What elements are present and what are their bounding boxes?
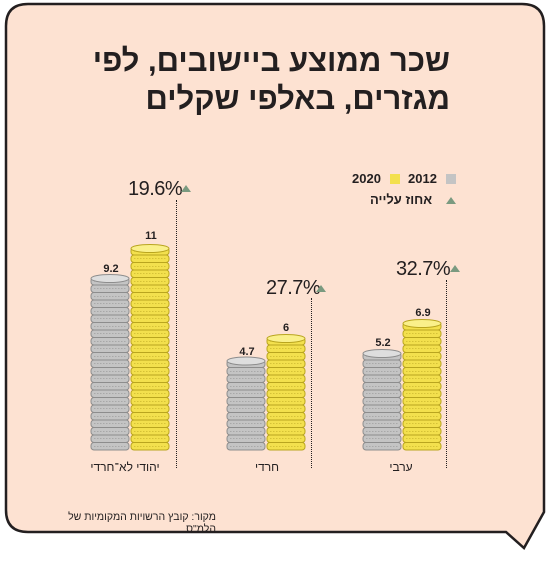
legend-swatch-2020: [390, 174, 400, 184]
chart-title-line-2: מגזרים, באלפי שקלים: [145, 81, 451, 116]
legend-label-2020: 2020: [352, 171, 381, 186]
coin-stack-2012-1: [226, 356, 266, 451]
guide-line-1: [311, 298, 312, 468]
coin-stacks: [90, 244, 442, 451]
guide-line-2: [446, 280, 447, 468]
legend-label-2012: 2012: [408, 171, 437, 186]
coin-stack-2012-2: [362, 349, 402, 451]
coin-stack-2020-1-top: [266, 334, 306, 343]
source-note: מקור: קובץ הרשויות המקומיות של הלמ"ס: [68, 511, 216, 535]
coin-stack-2012-0: [90, 274, 130, 451]
increase-pct-0: 19.6%: [128, 178, 183, 200]
coin-stack-2020-0: [130, 244, 170, 451]
guide-line-0: [176, 200, 177, 468]
category-label-1: חרדי: [254, 460, 280, 474]
increase-triangle-icon-2: [450, 265, 460, 272]
value-label-2012-1: 4.7: [239, 346, 255, 358]
increase-pct-1: 27.7%: [266, 277, 321, 299]
coin-stack-2012-1-top: [226, 356, 266, 366]
chart-title-line-1: שכר ממוצע ביישובים, לפי: [92, 43, 450, 78]
coin-stack-2012-2-top: [362, 349, 402, 358]
value-label-2012-0: 9.2: [103, 263, 119, 275]
coin-stack-2020-2: [402, 319, 442, 451]
value-label-2012-2: 5.2: [375, 337, 391, 349]
coin-stack-2012-0-top: [90, 274, 130, 283]
legend-triangle-icon: [446, 197, 456, 204]
category-label-2: ערבי: [389, 460, 413, 474]
legend-label-increase: אחוז עלייה: [370, 192, 433, 207]
coin-stack-2020-2-top: [402, 319, 442, 328]
value-label-2020-1: 6: [282, 322, 290, 334]
increase-triangle-icon-0: [181, 185, 191, 192]
value-label-2020-2: 6.9: [415, 307, 431, 319]
legend-swatch-2012: [446, 174, 456, 184]
category-label-0: יהודי לא־חרדי: [90, 460, 160, 474]
coin-stack-2020-0-top: [130, 244, 170, 253]
value-label-2020-0: 11: [145, 230, 157, 242]
coin-stack-2020-1: [266, 334, 306, 451]
increase-pct-2: 32.7%: [396, 258, 451, 280]
increase-triangle-icon-1: [316, 285, 326, 292]
